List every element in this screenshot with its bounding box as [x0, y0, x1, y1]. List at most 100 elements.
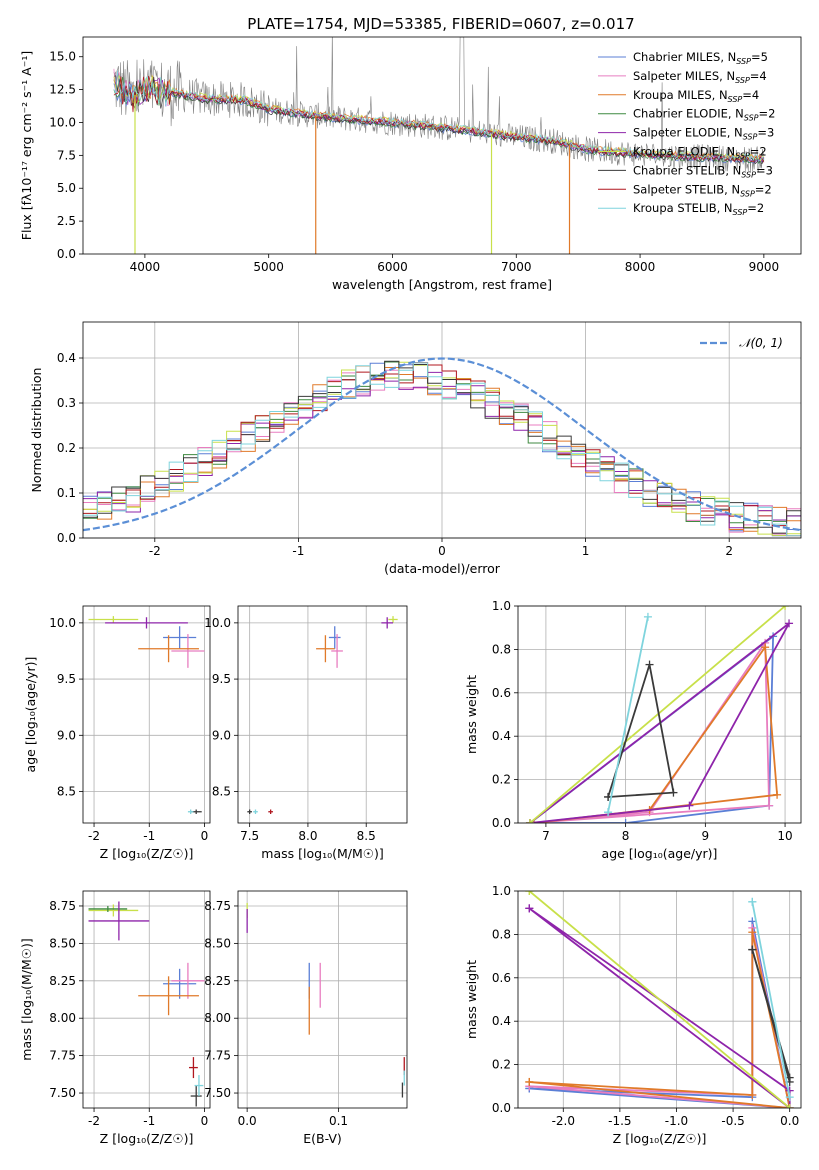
mass_weight_vs_Z-panel: -2.0 -1.5 -1.0 -0.5 0.0 0.0 0.2 0.4 0.6 0.8 1.0 Z [… — [464, 884, 802, 1146]
y-tick-label: 0.8 — [492, 642, 511, 656]
weight-line — [751, 949, 791, 1083]
salpeter-miles-point — [171, 634, 205, 668]
kroupa-miles-point — [138, 976, 199, 1016]
plot-area — [247, 616, 398, 815]
y-axis-label: mass weight — [464, 675, 479, 754]
x-tick-label: 1 — [582, 544, 590, 558]
x-tick-label: 7 — [542, 829, 550, 843]
y-tick-label: 7.5 — [57, 148, 76, 162]
plot-area — [525, 891, 794, 1108]
weight-line — [528, 891, 791, 1108]
salpeter-elodie-point — [88, 901, 150, 941]
x-tick-label: -2 — [88, 1114, 100, 1128]
y-tick-label: 7.50 — [49, 1086, 76, 1100]
kroupa-miles-point — [316, 635, 335, 663]
kroupa-stelib-point — [187, 809, 194, 815]
plot-area — [88, 616, 205, 815]
kroupa-elodie-weights — [525, 606, 790, 823]
kroupa-elodie-point — [88, 616, 139, 623]
kroupa-stelib-weights — [604, 612, 652, 817]
plot-area — [113, 37, 765, 254]
legend-entry: 𝒩(0, 1) — [739, 336, 783, 350]
y-tick-label: 10.0 — [204, 616, 231, 630]
y-tick-label: 10.0 — [49, 616, 76, 630]
y-axis-label: Normed distribution — [29, 368, 44, 493]
x-axis-label: Z [log₁₀(Z/Z☉)] — [100, 1131, 194, 1146]
y-tick-label: 12.5 — [49, 83, 76, 97]
salpeter-stelib-model-spectrum — [113, 75, 765, 163]
x-axis-label: wavelength [Angstrom, rest frame] — [332, 277, 552, 292]
chabrier-elodie-point — [88, 905, 128, 912]
axes-frame — [82, 321, 802, 539]
y-tick-label: 8.75 — [49, 899, 76, 913]
weight-line — [533, 644, 779, 823]
axes-frame — [237, 890, 408, 1109]
salpeter-stelib-point — [189, 1057, 198, 1079]
x-tick-label: 4000 — [130, 260, 161, 274]
y-tick-label: 8.5 — [212, 785, 231, 799]
y-tick-label: 8.25 — [49, 974, 76, 988]
y-tick-label: 0.0 — [492, 1101, 511, 1115]
y-tick-label: 0.2 — [492, 773, 511, 787]
y-tick-label: 0.3 — [57, 396, 76, 410]
normal-curve — [83, 357, 801, 532]
y-tick-label: 7.75 — [204, 1049, 231, 1063]
weight-line — [529, 606, 786, 823]
x-tick-label: -1.0 — [665, 1114, 688, 1128]
x-tick-label: 0.0 — [780, 1114, 799, 1128]
x-tick-label: 0 — [201, 829, 209, 843]
y-tick-label: 8.50 — [204, 936, 231, 950]
x-tick-label: 10 — [777, 829, 792, 843]
salpeter-elodie-point — [105, 617, 188, 629]
legend-entry: Salpeter ELODIE, NSSP=3 — [633, 126, 774, 142]
y-tick-label: 0.0 — [57, 531, 76, 545]
weight-line — [529, 932, 791, 1108]
x-tick-label: -1 — [292, 544, 304, 558]
chabrier-stelib-point — [190, 1085, 202, 1107]
x-axis-label: age [log₁₀(age/yr)] — [602, 846, 718, 861]
kroupa-stelib-histogram — [83, 362, 801, 537]
x-tick-label: 9 — [702, 829, 710, 843]
mass_vs_ebv-panel: 0.0 0.1 7.50 7.75 8.00 8.25 8.50 8.75 E(B-V) — [204, 890, 408, 1146]
y-tick-label: 8.50 — [49, 936, 76, 950]
x-axis-label: Z [log₁₀(Z/Z☉)] — [100, 846, 194, 861]
kroupa-stelib-weights — [748, 897, 794, 1102]
kroupa-stelib-point — [253, 809, 258, 815]
y-tick-label: 8.00 — [204, 1011, 231, 1025]
y-tick-label: 9.0 — [212, 728, 231, 742]
axes-frame — [82, 36, 802, 255]
x-tick-label: 5000 — [253, 260, 284, 274]
kroupa-elodie-weights — [525, 891, 794, 1108]
y-axis-label: age [log₁₀(age/yr)] — [23, 657, 38, 773]
y-tick-label: 0.0 — [57, 247, 76, 261]
legend-entry: Kroupa ELODIE, NSSP=2 — [633, 145, 767, 161]
y-tick-label: 10.0 — [49, 115, 76, 129]
x-tick-label: 0.0 — [238, 1114, 257, 1128]
legend-entry: Chabrier ELODIE, NSSP=2 — [633, 107, 775, 123]
x-axis-label: mass [log₁₀(M/M☉)] — [261, 846, 383, 861]
chabrier-stelib-point — [247, 809, 252, 815]
axes-frame — [517, 890, 802, 1109]
y-tick-label: 1.0 — [492, 599, 511, 613]
y-tick-label: 15.0 — [49, 50, 76, 64]
x-tick-label: -0.5 — [721, 1114, 744, 1128]
weight-line — [607, 616, 649, 813]
y-tick-label: 0.1 — [57, 486, 76, 500]
legend-entry: Chabrier MILES, NSSP=5 — [633, 50, 768, 66]
kroupa-miles-weights — [529, 643, 782, 823]
chabrier-stelib-weights — [604, 660, 678, 801]
figure-title: PLATE=1754, MJD=53385, FIBERID=0607, z=0… — [247, 15, 634, 33]
x-tick-label: 8.0 — [298, 829, 317, 843]
x-tick-label: 0.1 — [329, 1114, 348, 1128]
x-tick-label: -2 — [149, 544, 161, 558]
y-tick-label: 8.25 — [204, 974, 231, 988]
legend-entry: Salpeter MILES, NSSP=4 — [633, 69, 767, 85]
salpeter-miles-point — [331, 634, 343, 668]
kroupa-miles-point — [138, 635, 199, 663]
y-tick-label: 0.8 — [492, 927, 511, 941]
y-tick-label: 7.75 — [49, 1049, 76, 1063]
legend-entry: Kroupa MILES, NSSP=4 — [633, 88, 759, 104]
x-tick-label: 6000 — [377, 260, 408, 274]
x-tick-label: 0 — [201, 1114, 209, 1128]
